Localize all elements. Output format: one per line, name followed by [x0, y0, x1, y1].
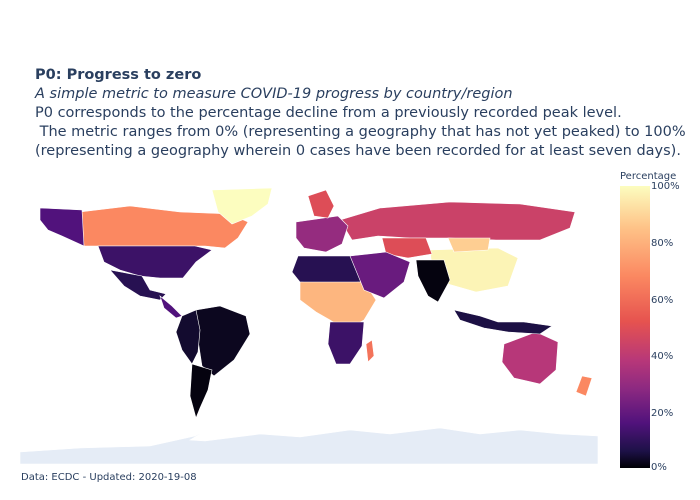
region-kazakhstan[interactable] [381, 237, 433, 259]
region-europe[interactable] [295, 215, 349, 253]
colorbar-tick-80: 80% [651, 238, 674, 249]
region-greenland[interactable] [211, 187, 273, 225]
region-andean-countries[interactable] [175, 309, 201, 365]
region-argentina[interactable] [189, 363, 213, 419]
region-alaska[interactable] [39, 207, 85, 247]
region-russia[interactable] [339, 201, 576, 241]
map-regions [39, 187, 593, 419]
colorbar-title: Percentage [620, 171, 677, 182]
region-brazil[interactable] [195, 305, 251, 377]
region-mexico[interactable] [109, 269, 167, 301]
chart-subtitle: A simple metric to measure COVID-19 prog… [35, 86, 513, 102]
title-block: P0: Progress to zero A simple metric to … [35, 66, 686, 161]
colorbar-tick-100: 100% [651, 181, 680, 192]
description-line-2: The metric ranges from 0% (representing … [35, 124, 686, 140]
region-united-states[interactable] [97, 245, 213, 279]
description-line-3: (representing a geography wherein 0 case… [35, 143, 681, 159]
region-mongolia[interactable] [447, 237, 491, 253]
colorbar-tick-0: 0% [651, 462, 667, 473]
colorbar-tick-60: 60% [651, 295, 674, 306]
chart-title: P0: Progress to zero [35, 67, 202, 83]
description-line-1: P0 corresponds to the percentage decline… [35, 105, 622, 121]
footer-source: Data: ECDC - Updated: 2020-19-08 [21, 472, 197, 483]
antarctica [19, 427, 599, 465]
region-central-america[interactable] [159, 295, 183, 319]
region-southern-africa[interactable] [327, 321, 365, 365]
region-middle-east[interactable] [349, 251, 411, 299]
colorbar-tick-40: 40% [651, 351, 674, 362]
region-indonesia[interactable] [453, 309, 553, 335]
region-india[interactable] [415, 259, 451, 303]
colorbar-tick-20: 20% [651, 408, 674, 419]
region-new-zealand[interactable] [575, 375, 593, 397]
region-scandinavia[interactable] [307, 189, 335, 219]
region-madagascar[interactable] [365, 339, 375, 363]
colorbar [620, 186, 650, 468]
